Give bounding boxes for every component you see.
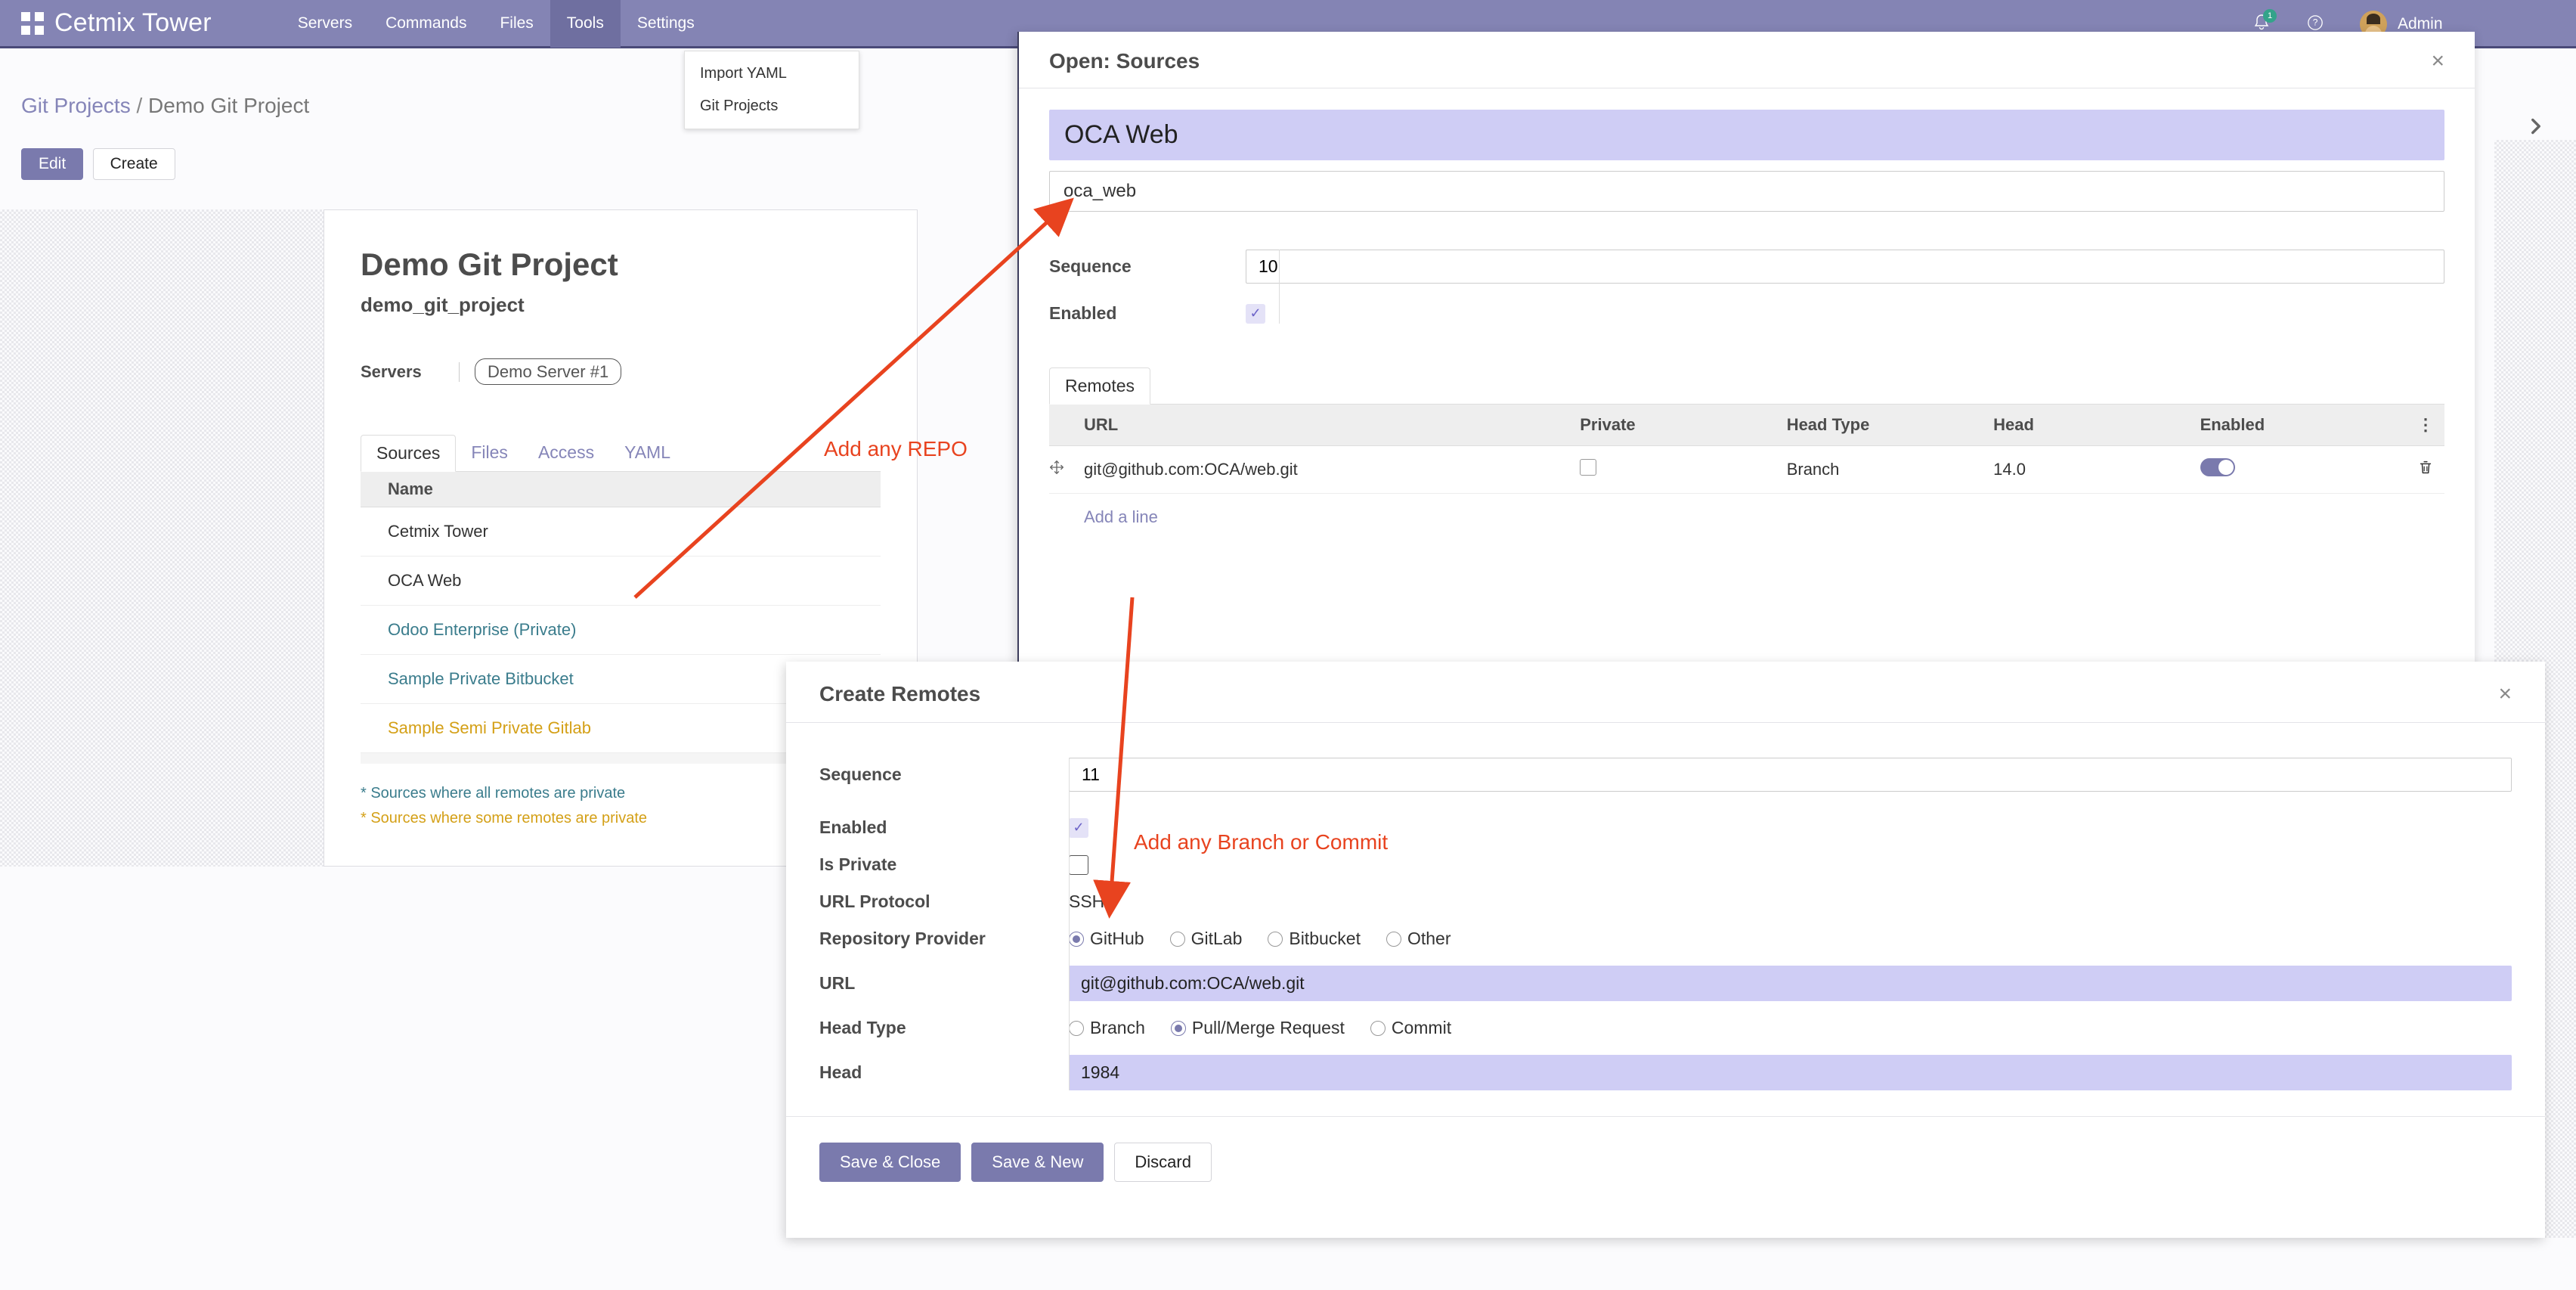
svg-text:?: ?: [2313, 17, 2318, 27]
